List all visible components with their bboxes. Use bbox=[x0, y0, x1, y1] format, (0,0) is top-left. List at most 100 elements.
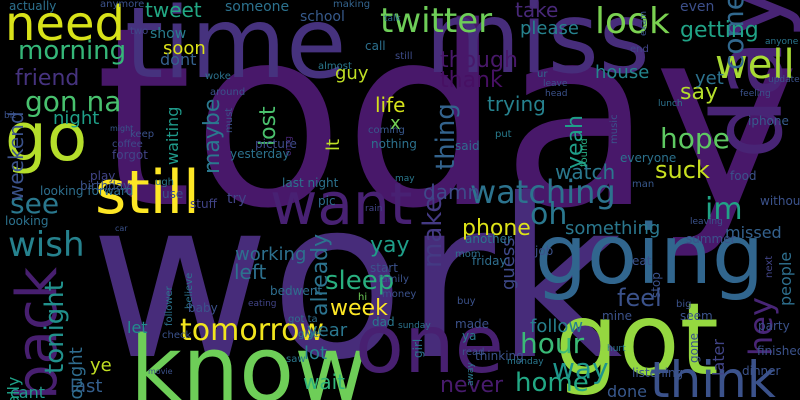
word: play bbox=[90, 169, 116, 183]
word: someone bbox=[225, 0, 290, 15]
word: yet bbox=[695, 68, 724, 89]
word: morning bbox=[18, 36, 127, 66]
word: mom bbox=[455, 249, 481, 260]
word: sunday bbox=[398, 321, 431, 331]
word: leaving bbox=[690, 217, 723, 227]
word: anyone bbox=[765, 37, 799, 47]
word: week bbox=[330, 296, 388, 321]
word: weekend bbox=[4, 111, 28, 202]
word: looking bbox=[5, 214, 49, 228]
word: picture bbox=[255, 137, 297, 151]
word: x bbox=[390, 113, 401, 134]
word: finished bbox=[757, 344, 800, 358]
word: must bbox=[224, 107, 235, 134]
word: party bbox=[758, 319, 790, 333]
word: dinner bbox=[742, 364, 781, 378]
word: give bbox=[298, 329, 320, 340]
word: away bbox=[466, 362, 476, 386]
word: sleep bbox=[325, 266, 395, 296]
word: coming bbox=[368, 125, 405, 136]
word: leave bbox=[543, 79, 568, 89]
word: follow bbox=[530, 316, 584, 337]
word: bit bbox=[4, 111, 16, 121]
word: nothing bbox=[371, 137, 417, 151]
word: suck bbox=[655, 156, 710, 184]
word: thought bbox=[66, 347, 87, 400]
word: see bbox=[10, 187, 60, 220]
word: guy bbox=[335, 63, 369, 84]
word: woke bbox=[205, 71, 231, 82]
word: maybe bbox=[200, 98, 225, 174]
word: lunch bbox=[658, 99, 683, 109]
word: think bbox=[650, 351, 776, 400]
word: update bbox=[768, 75, 800, 85]
word: home bbox=[515, 368, 589, 398]
word: found bbox=[579, 138, 590, 167]
word: miss bbox=[425, 0, 650, 96]
word: thing bbox=[431, 103, 461, 171]
word: eating bbox=[248, 299, 277, 309]
word: follower bbox=[164, 286, 175, 327]
word: making bbox=[333, 0, 371, 10]
word: big bbox=[676, 299, 692, 310]
word: never bbox=[440, 373, 504, 398]
word: look bbox=[595, 1, 670, 42]
word: tomorrow bbox=[180, 313, 325, 348]
word: dont bbox=[160, 50, 197, 69]
word: watch bbox=[555, 160, 616, 184]
word: phone bbox=[462, 216, 531, 241]
word: listening bbox=[632, 366, 684, 380]
word: got bbox=[555, 281, 719, 398]
word: thank bbox=[440, 68, 503, 93]
word: hi bbox=[358, 292, 368, 303]
word: twitter bbox=[380, 1, 493, 41]
word: though bbox=[440, 48, 518, 73]
word: summer bbox=[686, 232, 736, 246]
word: dad bbox=[372, 315, 395, 329]
word: friend bbox=[15, 66, 80, 91]
word: almost bbox=[318, 61, 352, 72]
word: gone bbox=[687, 332, 701, 363]
word: put bbox=[495, 129, 512, 140]
word: tweet bbox=[145, 0, 202, 22]
word: feel bbox=[617, 284, 662, 312]
word: hurt bbox=[607, 344, 626, 354]
word: lt bbox=[323, 138, 344, 151]
word: need bbox=[5, 0, 125, 52]
word: pic bbox=[318, 194, 336, 208]
word: cant bbox=[10, 383, 46, 400]
word: friday bbox=[472, 254, 507, 268]
word: may bbox=[395, 174, 415, 184]
word: birthday bbox=[80, 179, 131, 193]
word: night bbox=[53, 108, 100, 129]
word: house bbox=[595, 62, 650, 83]
word: still bbox=[95, 158, 200, 228]
word: seem bbox=[680, 309, 713, 323]
word: go bbox=[5, 99, 88, 176]
word: without bbox=[760, 194, 800, 208]
word: hour bbox=[520, 327, 585, 360]
word: movie bbox=[148, 367, 173, 376]
word: start bbox=[370, 261, 398, 275]
word: trying bbox=[487, 92, 546, 116]
word: take bbox=[515, 0, 559, 22]
word: lot bbox=[304, 343, 328, 364]
word: later bbox=[709, 339, 728, 377]
word: job bbox=[535, 244, 554, 258]
word: work bbox=[90, 152, 623, 400]
word: wish bbox=[8, 225, 85, 265]
word: try bbox=[227, 191, 247, 207]
word: car bbox=[115, 224, 128, 233]
word: feeling bbox=[740, 89, 771, 99]
word: finally bbox=[4, 377, 23, 400]
word: looking forward bbox=[40, 184, 134, 198]
word: one bbox=[355, 298, 504, 391]
word: anymore bbox=[100, 0, 145, 10]
word: last bbox=[70, 376, 103, 397]
word: read bbox=[462, 347, 485, 358]
word: said bbox=[455, 139, 480, 153]
word: waiting bbox=[163, 106, 182, 165]
word: getting bbox=[680, 18, 759, 43]
word: tonight bbox=[40, 280, 70, 374]
word: left bbox=[234, 260, 267, 284]
